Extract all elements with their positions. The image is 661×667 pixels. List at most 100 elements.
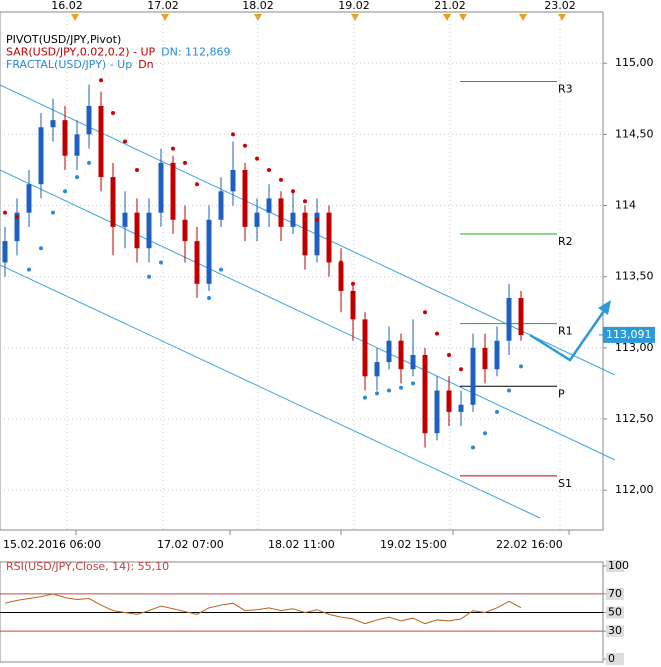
candle-body bbox=[518, 298, 524, 336]
sar-dot bbox=[291, 189, 295, 194]
candle-body bbox=[26, 184, 32, 213]
event-markers bbox=[71, 14, 566, 21]
x-tick-label: 18.02 11:00 bbox=[268, 538, 335, 551]
sar-dot bbox=[219, 267, 223, 272]
candle-body bbox=[254, 212, 260, 227]
legend-part: PIVOT(USD/JPY,Pivot) bbox=[6, 33, 121, 46]
candle-body bbox=[506, 298, 512, 341]
sar-dot bbox=[87, 160, 91, 165]
candle-body bbox=[470, 347, 476, 405]
top-date-label: 17.02 bbox=[147, 0, 179, 12]
candle-body bbox=[434, 390, 440, 434]
candle-body bbox=[218, 191, 224, 220]
sar-dot bbox=[519, 364, 523, 369]
candle-body bbox=[230, 169, 236, 192]
legend-entry: PIVOT(USD/JPY,Pivot) bbox=[6, 33, 121, 46]
y-tick-box bbox=[606, 625, 624, 638]
sar-dot bbox=[279, 177, 283, 182]
sar-dot bbox=[471, 445, 475, 450]
sar-dot bbox=[159, 260, 163, 265]
candle-body bbox=[350, 290, 356, 320]
sar-dot bbox=[351, 281, 355, 286]
rsi-title: RSI(USD/JPY,Close, 14): 55,10 bbox=[6, 560, 169, 573]
sar-dot bbox=[423, 310, 427, 315]
candle-body bbox=[326, 212, 332, 263]
channel-middle bbox=[0, 169, 616, 461]
sar-dot bbox=[231, 132, 235, 137]
y-tick-label: 100 bbox=[608, 559, 629, 572]
y-tick-label: 30 bbox=[608, 624, 622, 637]
candle-body bbox=[206, 219, 212, 284]
y-tick-label: 112,00 bbox=[615, 483, 654, 496]
y-tick-label: 113,50 bbox=[615, 270, 654, 283]
pivot-label: R1 bbox=[558, 325, 573, 338]
sar-dot bbox=[123, 139, 127, 144]
candle-body bbox=[38, 127, 44, 185]
sar-dot bbox=[327, 239, 331, 244]
sar-dot bbox=[411, 381, 415, 386]
y-tick-label: 50 bbox=[608, 606, 622, 619]
current-price-tag bbox=[603, 326, 655, 343]
candle-body bbox=[86, 105, 92, 135]
candle-body bbox=[74, 134, 80, 156]
sar-dot bbox=[39, 246, 43, 251]
candle-body bbox=[242, 169, 248, 227]
sar-dot bbox=[99, 78, 103, 83]
sar-dot bbox=[63, 189, 67, 194]
y-tick-label: 112,50 bbox=[615, 412, 654, 425]
sar-dot bbox=[507, 388, 511, 393]
y-tick-box bbox=[606, 653, 624, 665]
legend-entry: FRACTAL(USD/JPY) - Up Dn bbox=[6, 58, 154, 71]
sar-dot bbox=[459, 367, 463, 372]
sar-dot bbox=[315, 217, 319, 222]
x-tick-label: 19.02 15:00 bbox=[380, 538, 447, 551]
sar-dot bbox=[111, 111, 115, 116]
candle-body bbox=[194, 241, 200, 284]
candle-body bbox=[302, 212, 308, 256]
candle-body bbox=[98, 105, 104, 178]
candle-body bbox=[182, 219, 188, 242]
legend-part: SAR(USD/JPY,0.02,0.2) - UP bbox=[6, 46, 155, 59]
candle-body bbox=[170, 162, 176, 220]
candle-body bbox=[338, 262, 344, 291]
sar-dot bbox=[243, 143, 247, 148]
legend-part: FRACTAL(USD/JPY) - Up bbox=[6, 58, 132, 71]
sar-dot bbox=[363, 395, 367, 400]
sar-dot bbox=[483, 431, 487, 436]
sar-dot bbox=[303, 199, 307, 204]
sar-dot bbox=[135, 167, 139, 172]
sar-dot bbox=[255, 156, 259, 161]
pivot-label: R3 bbox=[558, 82, 573, 95]
sar-dot bbox=[195, 182, 199, 187]
top-date-label: 21.02 bbox=[434, 0, 466, 12]
current-price-label: 113,091 bbox=[606, 328, 652, 341]
candle-body bbox=[422, 354, 428, 434]
x-tick-label: 17.02 07:00 bbox=[157, 538, 224, 551]
candle-body bbox=[110, 177, 116, 227]
legend-part: Dn bbox=[138, 58, 153, 71]
candle-body bbox=[458, 404, 464, 412]
sar-dot bbox=[375, 391, 379, 396]
top-date-label: 18.02 bbox=[242, 0, 274, 12]
sar-dot bbox=[495, 409, 499, 414]
candle-body bbox=[50, 120, 56, 128]
channel-lower bbox=[0, 264, 541, 519]
candle-body bbox=[410, 354, 416, 370]
sar-dot bbox=[207, 296, 211, 301]
y-tick-label: 113,00 bbox=[615, 341, 654, 354]
candle-body bbox=[62, 120, 68, 156]
sar-dot bbox=[183, 160, 187, 165]
sar-dot bbox=[51, 210, 55, 215]
sar-dot bbox=[339, 260, 343, 265]
y-tick-label: 70 bbox=[608, 587, 622, 600]
x-tick-label: 15.02.2016 06:00 bbox=[3, 538, 101, 551]
candle-body bbox=[362, 319, 368, 377]
sar-dot bbox=[27, 267, 31, 272]
y-tick-label: 114 bbox=[615, 199, 636, 212]
y-tick-label: 114,50 bbox=[615, 127, 654, 140]
top-date-label: 19.02 bbox=[338, 0, 370, 12]
plot-frame bbox=[0, 11, 604, 531]
candle-body bbox=[158, 162, 164, 213]
sar-dot bbox=[75, 175, 79, 180]
sar-dot bbox=[399, 385, 403, 390]
